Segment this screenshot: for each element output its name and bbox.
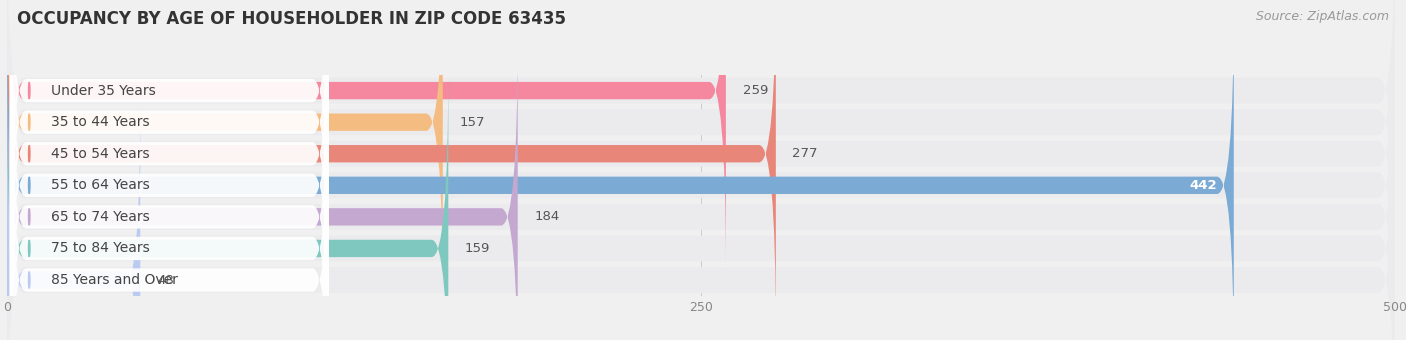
FancyBboxPatch shape	[7, 99, 141, 340]
FancyBboxPatch shape	[7, 72, 1395, 340]
Text: Source: ZipAtlas.com: Source: ZipAtlas.com	[1256, 10, 1389, 23]
Text: 157: 157	[460, 116, 485, 129]
Text: 159: 159	[465, 242, 491, 255]
FancyBboxPatch shape	[10, 7, 329, 340]
Text: Under 35 Years: Under 35 Years	[52, 84, 156, 98]
Text: 65 to 74 Years: 65 to 74 Years	[52, 210, 150, 224]
FancyBboxPatch shape	[10, 102, 329, 340]
Circle shape	[28, 208, 30, 225]
FancyBboxPatch shape	[10, 71, 329, 340]
FancyBboxPatch shape	[7, 68, 449, 340]
Text: 35 to 44 Years: 35 to 44 Years	[52, 115, 150, 129]
Circle shape	[28, 272, 30, 288]
Text: 259: 259	[742, 84, 768, 97]
Text: 277: 277	[793, 147, 818, 160]
FancyBboxPatch shape	[10, 0, 329, 300]
Text: OCCUPANCY BY AGE OF HOUSEHOLDER IN ZIP CODE 63435: OCCUPANCY BY AGE OF HOUSEHOLDER IN ZIP C…	[17, 10, 565, 28]
FancyBboxPatch shape	[7, 40, 1395, 340]
Circle shape	[28, 82, 30, 99]
Circle shape	[28, 177, 30, 193]
FancyBboxPatch shape	[7, 103, 1395, 340]
Circle shape	[28, 114, 30, 131]
Text: 45 to 54 Years: 45 to 54 Years	[52, 147, 150, 161]
FancyBboxPatch shape	[7, 0, 776, 335]
Circle shape	[28, 240, 30, 257]
Text: 184: 184	[534, 210, 560, 223]
FancyBboxPatch shape	[7, 0, 1395, 299]
FancyBboxPatch shape	[7, 9, 1395, 340]
FancyBboxPatch shape	[7, 4, 1234, 340]
FancyBboxPatch shape	[7, 0, 1395, 267]
Text: 55 to 64 Years: 55 to 64 Years	[52, 178, 150, 192]
FancyBboxPatch shape	[7, 0, 1395, 330]
Circle shape	[28, 146, 30, 162]
FancyBboxPatch shape	[7, 0, 443, 303]
FancyBboxPatch shape	[10, 0, 329, 268]
Text: 48: 48	[157, 273, 174, 287]
FancyBboxPatch shape	[10, 0, 329, 332]
FancyBboxPatch shape	[7, 36, 517, 340]
FancyBboxPatch shape	[7, 0, 725, 271]
FancyBboxPatch shape	[10, 39, 329, 340]
Text: 85 Years and Over: 85 Years and Over	[52, 273, 179, 287]
Text: 442: 442	[1189, 179, 1218, 192]
Text: 75 to 84 Years: 75 to 84 Years	[52, 241, 150, 255]
